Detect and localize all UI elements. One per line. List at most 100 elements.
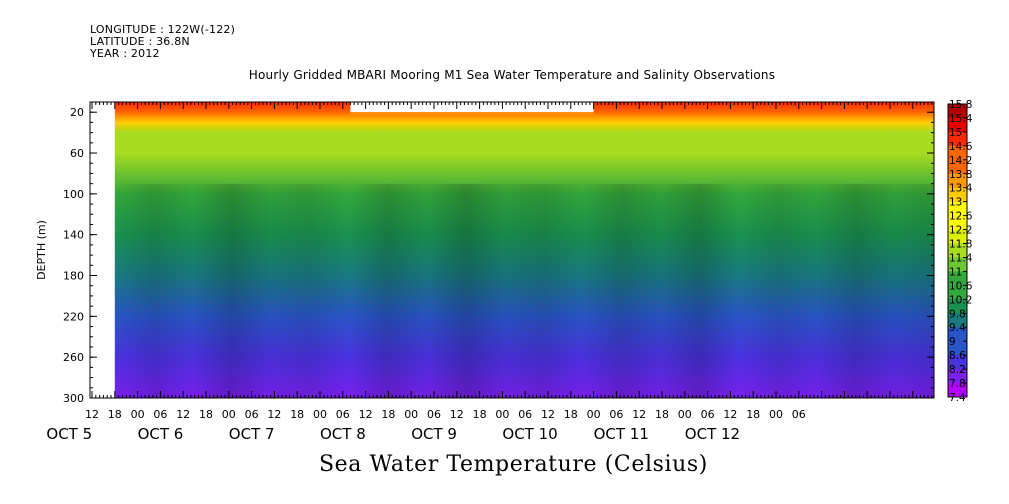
x-hour-label: 12 [541,408,555,421]
x-hour-label: 00 [222,408,236,421]
y-tick-label: 100 [63,188,84,201]
x-hour-label: 18 [290,408,304,421]
chart-title: Hourly Gridded MBARI Mooring M1 Sea Wate… [248,68,776,82]
x-hour-label: 06 [792,408,806,421]
x-hour-label: 12 [632,408,646,421]
colorbar-swatch [948,327,967,342]
x-hour-label: 18 [199,408,213,421]
field-texture [114,183,935,398]
colorbar-swatch [948,369,967,384]
gap-edge-band [350,112,594,117]
x-hour-label: 12 [359,408,373,421]
colorbar-label: 9.8 [949,308,966,320]
x-day-label: OCT 9 [411,425,457,443]
y-tick-label: 260 [63,351,84,364]
x-hour-label: 00 [131,408,145,421]
header-year: YEAR : 2012 [90,47,160,60]
x-day-label: OCT 6 [138,425,184,443]
x-hour-label: 00 [495,408,509,421]
colorbar-label: 10.2 [949,294,972,306]
x-hour-label: 18 [381,408,395,421]
colorbar-swatch [948,341,967,356]
x-hour-label: 00 [587,408,601,421]
y-tick-label: 300 [63,392,84,405]
y-axis-label: DEPTH (m) [35,220,48,280]
x-hour-label: 12 [85,408,99,421]
colorbar-swatch [948,271,967,286]
colorbar: 15.8 15.4 15 14.6 14.2 13.8 13.4 13 12.6 12.2 11.8… [947,99,973,404]
colorbar-swatch [948,187,967,203]
x-hour-label: 06 [153,408,167,421]
x-hour-label: 18 [108,408,122,421]
colorbar-label: 15 [949,127,962,139]
x-hour-label: 18 [473,408,487,421]
colorbar-label: 13 [949,197,962,209]
x-hour-label: 12 [450,408,464,421]
colorbar-swatch [948,383,967,398]
x-day-label: OCT 11 [594,425,649,443]
colorbar-label: 9 [949,336,956,348]
y-tick-label: 220 [63,310,84,323]
x-day-label: OCT 10 [502,425,557,443]
colorbar-swatch [948,117,967,133]
colorbar-swatch [948,145,967,161]
colorbar-swatch [948,257,967,272]
colorbar-label: 14.2 [949,155,972,167]
y-tick-label: 20 [70,106,84,119]
y-tick-label: 180 [63,270,84,283]
colorbar-swatch [948,243,967,258]
axes: 20 60 100 140 180 220 260 300 DEPTH (m) 12 18 00 06 1… [35,101,935,443]
colorbar-label: 8.6 [949,350,966,362]
x-hour-label: 00 [769,408,783,421]
plot-frame [89,101,935,399]
colorbar-swatch [948,299,967,314]
colorbar-swatch [948,131,967,147]
x-hour-label: 06 [701,408,715,421]
colorbar-label: 12.2 [949,225,972,237]
header-latitude: LATITUDE : 36.8N [90,35,190,48]
colorbar-label: 15.4 [949,113,973,125]
y-tick-label: 140 [63,229,84,242]
x-hour-label: 12 [723,408,737,421]
x-hour-label: 12 [176,408,190,421]
colorbar-label: 7.4 [949,392,966,404]
x-hour-label: 06 [518,408,532,421]
colorbar-swatch [948,104,967,119]
colorbar-label: 12.6 [949,211,973,223]
colorbar-label: 14.6 [949,141,973,153]
colorbar-label: 13.8 [949,169,972,181]
surface-data-gap [350,102,594,113]
x-hour-label: 18 [564,408,578,421]
colorbar-label: 9.4 [949,322,966,334]
x-hour-label: 06 [336,408,350,421]
colorbar-swatch [948,355,967,370]
x-hour-label: 06 [427,408,441,421]
x-hour-label: 00 [404,408,418,421]
plot-area [90,102,935,398]
variable-caption: Sea Water Temperature (Celsius) [319,452,708,477]
colorbar-swatch [948,229,967,245]
x-day-label: OCT 7 [229,425,275,443]
colorbar-swatch [948,159,967,175]
x-hour-label: 06 [609,408,623,421]
x-hour-label: 18 [655,408,669,421]
header-longitude: LONGITUDE : 122W(-122) [90,23,236,36]
colorbar-label: 8.2 [949,364,966,376]
colorbar-swatch [948,215,967,231]
colorbar-swatch [948,173,967,189]
x-hour-label: 00 [313,408,327,421]
x-hour-label: 12 [267,408,281,421]
colorbar-label: 10.6 [949,280,973,292]
colorbar-label: 11.8 [949,239,972,251]
colorbar-swatch [948,201,967,217]
colorbar-label: 11.4 [949,252,973,264]
y-tick-label: 60 [70,147,84,160]
colorbar-swatch [948,285,967,300]
x-hour-label: 18 [746,408,760,421]
x-hour-label: 06 [245,408,259,421]
x-hour-label: 00 [678,408,692,421]
colorbar-label: 13.4 [949,183,973,195]
colorbar-frame [947,103,968,398]
colorbar-label: 15.8 [949,99,972,111]
